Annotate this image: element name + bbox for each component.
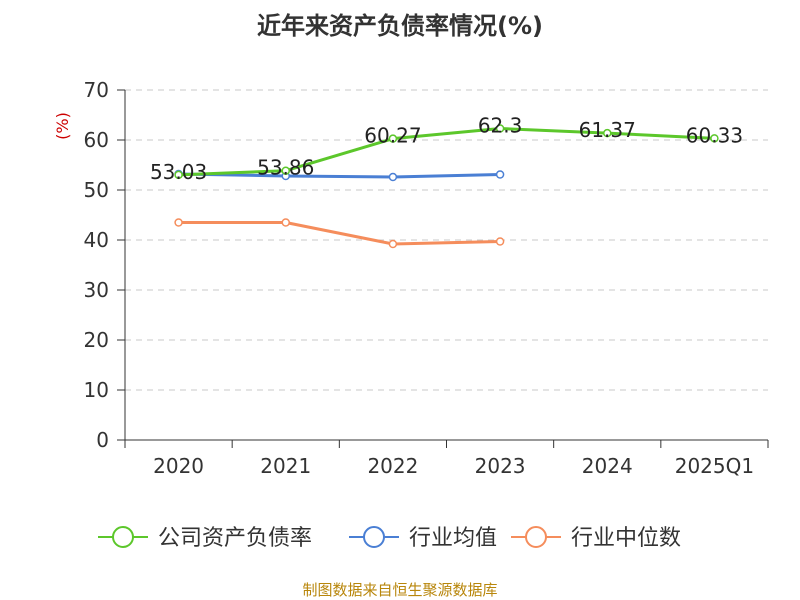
data-point bbox=[174, 170, 183, 180]
legend-swatch-marker bbox=[525, 526, 547, 548]
y-tick-label: 30 bbox=[84, 278, 109, 302]
x-tick-label: 2025Q1 bbox=[675, 454, 754, 478]
series-line-0 bbox=[178, 127, 715, 177]
series-layer: 53.03 53.86 60.27 62.3 61.37 60.33 bbox=[150, 114, 743, 249]
legend-swatch-marker bbox=[112, 526, 134, 548]
data-point bbox=[174, 218, 183, 227]
data-label: 61.37 bbox=[579, 118, 636, 142]
y-tick-label: 20 bbox=[84, 328, 109, 352]
y-tick-label: 60 bbox=[84, 128, 109, 152]
gridlines bbox=[125, 89, 768, 391]
data-point bbox=[710, 134, 719, 143]
y-tick-label: 50 bbox=[84, 178, 109, 202]
data-point bbox=[495, 170, 505, 179]
legend: 公司资产负债率 行业均值 行业中位数 bbox=[98, 526, 681, 551]
x-tick-label: 2020 bbox=[153, 454, 204, 478]
data-label: 60.33 bbox=[686, 123, 743, 147]
data-label: 60.27 bbox=[364, 124, 421, 148]
chart-title: 近年来资产负债率情况(%) bbox=[257, 12, 543, 40]
legend-label: 公司资产负债率 bbox=[158, 526, 312, 551]
y-tick-label: 0 bbox=[96, 428, 109, 452]
data-point bbox=[388, 239, 398, 249]
data-point bbox=[281, 218, 290, 227]
data-label: 53.86 bbox=[257, 156, 314, 180]
y-tick-label: 40 bbox=[84, 228, 109, 252]
data-point bbox=[388, 134, 398, 143]
x-tick-label: 2023 bbox=[475, 454, 526, 478]
legend-label: 行业中位数 bbox=[571, 526, 681, 551]
y-tick-label: 70 bbox=[84, 78, 109, 102]
data-point bbox=[388, 172, 398, 182]
data-point bbox=[495, 124, 505, 133]
series-line-1 bbox=[178, 172, 501, 179]
data-point bbox=[603, 128, 612, 138]
data-label: 62.3 bbox=[478, 114, 523, 138]
y-axis-label: (%) bbox=[53, 112, 72, 140]
data-label: 53.03 bbox=[150, 160, 207, 184]
x-tick-label: 2024 bbox=[582, 454, 633, 478]
source-note: 制图数据来自恒生聚源数据库 bbox=[302, 581, 497, 599]
legend-label: 行业均值 bbox=[409, 526, 497, 551]
x-tick-label: 2022 bbox=[367, 454, 418, 478]
data-point bbox=[281, 166, 290, 175]
data-point bbox=[495, 237, 505, 246]
series-line-2 bbox=[178, 221, 501, 246]
y-tick-label: 10 bbox=[84, 378, 109, 402]
x-tick-label: 2021 bbox=[260, 454, 311, 478]
axes: 0 10 20 30 40 50 60 70 2020 2021 2022 2023 2024 2025Q… bbox=[84, 78, 769, 478]
legend-swatch-marker bbox=[363, 526, 385, 548]
